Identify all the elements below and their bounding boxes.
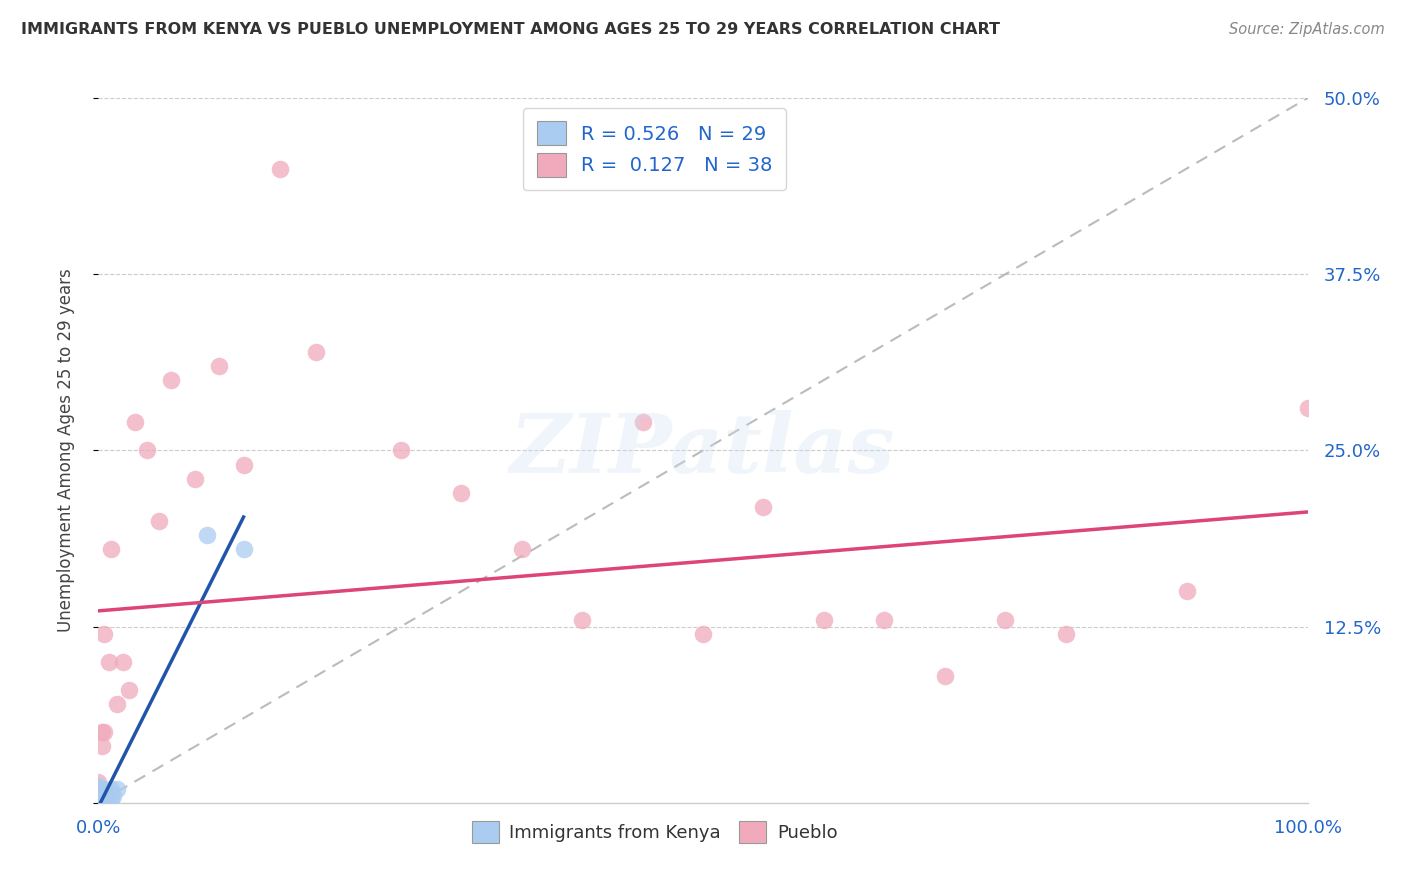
Point	[91, 791, 114, 805]
Point	[100, 781, 122, 796]
Point	[87, 790, 110, 805]
Point	[450, 485, 472, 500]
Point	[184, 472, 207, 486]
Point	[100, 786, 122, 800]
Point	[752, 500, 775, 514]
Point	[111, 655, 134, 669]
Point	[90, 796, 112, 810]
Point	[305, 344, 328, 359]
Point	[692, 626, 714, 640]
Point	[87, 793, 110, 807]
Point	[160, 373, 183, 387]
Point	[91, 786, 114, 800]
Point	[96, 784, 118, 798]
Point	[91, 791, 114, 805]
Point	[93, 796, 115, 810]
Point	[96, 791, 118, 805]
Point	[97, 786, 120, 800]
Point	[90, 789, 112, 803]
Point	[118, 683, 141, 698]
Point	[135, 443, 157, 458]
Point	[90, 789, 112, 803]
Point	[91, 781, 114, 796]
Point	[100, 542, 122, 557]
Point	[510, 542, 533, 557]
Point	[93, 626, 115, 640]
Point	[1054, 626, 1077, 640]
Point	[232, 458, 254, 472]
Point	[93, 784, 115, 798]
Point	[1296, 401, 1319, 416]
Point	[105, 781, 128, 796]
Point	[571, 613, 593, 627]
Text: Source: ZipAtlas.com: Source: ZipAtlas.com	[1229, 22, 1385, 37]
Point	[87, 786, 110, 800]
Point	[195, 528, 218, 542]
Point	[389, 443, 412, 458]
Point	[94, 793, 117, 807]
Point	[87, 781, 110, 796]
Point	[269, 161, 291, 176]
Point	[100, 791, 122, 805]
Point	[934, 669, 956, 683]
Point	[87, 796, 110, 810]
Point	[91, 725, 114, 739]
Point	[91, 789, 114, 803]
Point	[91, 796, 114, 810]
Point	[93, 725, 115, 739]
Text: IMMIGRANTS FROM KENYA VS PUEBLO UNEMPLOYMENT AMONG AGES 25 TO 29 YEARS CORRELATI: IMMIGRANTS FROM KENYA VS PUEBLO UNEMPLOY…	[21, 22, 1000, 37]
Point	[813, 613, 835, 627]
Point	[87, 774, 110, 789]
Point	[105, 697, 128, 711]
Point	[101, 789, 124, 803]
Y-axis label: Unemployment Among Ages 25 to 29 years: Unemployment Among Ages 25 to 29 years	[56, 268, 75, 632]
Point	[208, 359, 231, 373]
Point	[97, 791, 120, 805]
Point	[994, 613, 1017, 627]
Point	[98, 655, 121, 669]
Text: ZIPatlas: ZIPatlas	[510, 410, 896, 491]
Point	[631, 415, 654, 429]
Point	[87, 789, 110, 803]
Point	[94, 786, 117, 800]
Point	[148, 514, 170, 528]
Point	[1175, 584, 1198, 599]
Point	[873, 613, 896, 627]
Point	[93, 791, 115, 805]
Point	[97, 789, 120, 803]
Point	[91, 739, 114, 754]
Point	[87, 779, 110, 793]
Point	[124, 415, 146, 429]
Point	[87, 781, 110, 796]
Legend: Immigrants from Kenya, Pueblo: Immigrants from Kenya, Pueblo	[464, 814, 845, 850]
Point	[232, 542, 254, 557]
